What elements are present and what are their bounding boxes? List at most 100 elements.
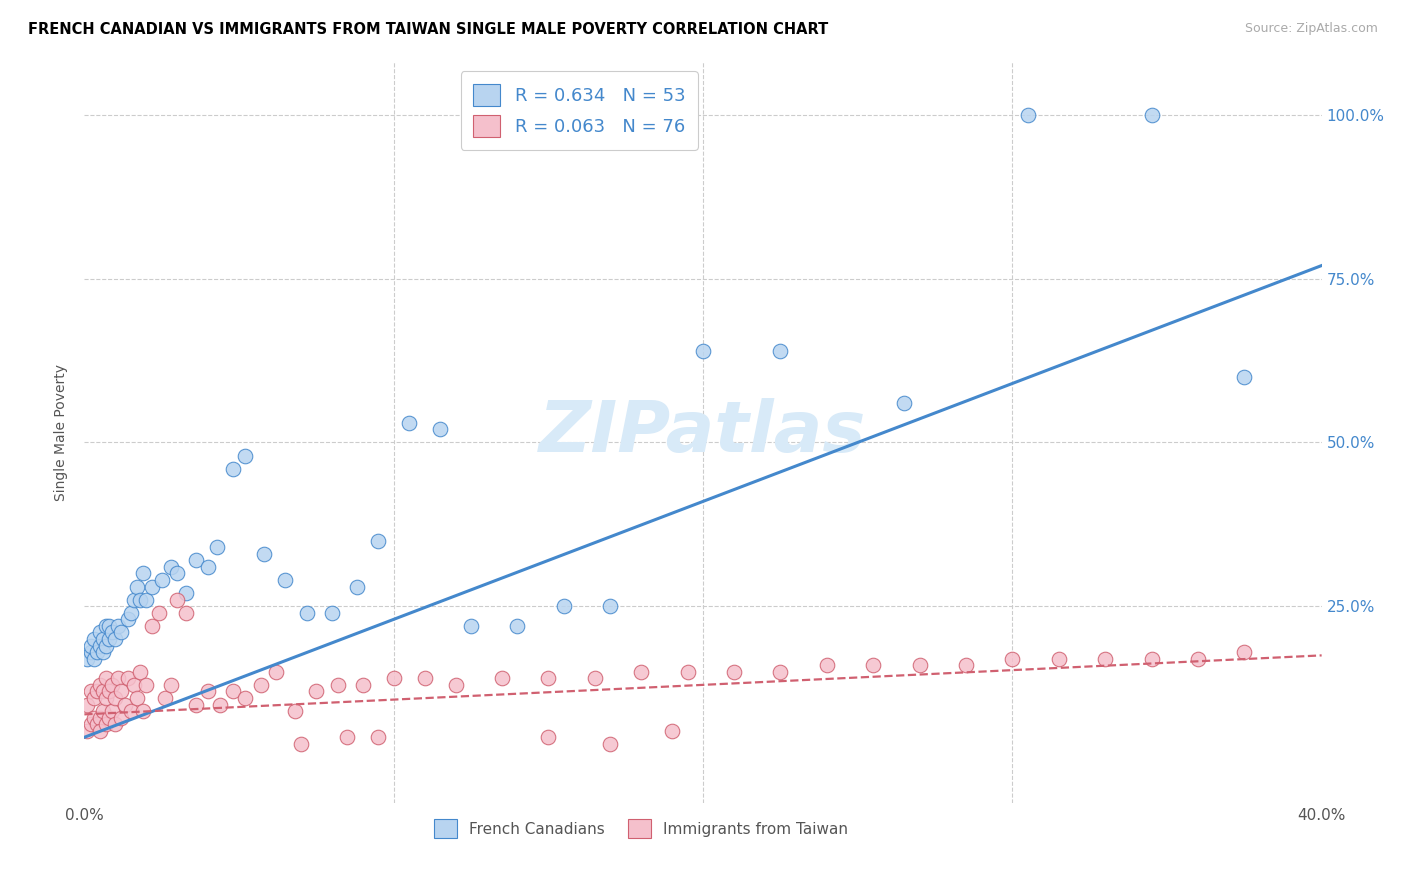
- Point: [367, 731, 389, 745]
- Point: [274, 573, 297, 587]
- Point: [132, 566, 155, 581]
- Point: [209, 698, 232, 712]
- Point: [101, 704, 124, 718]
- Point: [1001, 651, 1024, 665]
- Point: [676, 665, 699, 679]
- Point: [129, 665, 152, 679]
- Point: [429, 422, 451, 436]
- Point: [305, 684, 328, 698]
- Point: [336, 731, 359, 745]
- Point: [769, 665, 792, 679]
- Point: [86, 645, 108, 659]
- Point: [1140, 651, 1163, 665]
- Point: [1187, 651, 1209, 665]
- Point: [83, 632, 105, 646]
- Point: [107, 619, 129, 633]
- Point: [506, 619, 529, 633]
- Point: [382, 671, 405, 685]
- Point: [491, 671, 513, 685]
- Point: [89, 639, 111, 653]
- Point: [94, 619, 117, 633]
- Point: [444, 678, 467, 692]
- Point: [553, 599, 575, 614]
- Point: [135, 592, 157, 607]
- Point: [89, 711, 111, 725]
- Point: [661, 723, 683, 738]
- Point: [346, 580, 368, 594]
- Point: [253, 547, 276, 561]
- Point: [76, 698, 98, 712]
- Point: [76, 723, 98, 738]
- Point: [104, 717, 127, 731]
- Point: [98, 619, 121, 633]
- Point: [101, 678, 124, 692]
- Point: [599, 599, 621, 614]
- Point: [110, 711, 132, 725]
- Point: [150, 573, 173, 587]
- Point: [101, 625, 124, 640]
- Point: [83, 651, 105, 665]
- Point: [398, 416, 420, 430]
- Point: [94, 639, 117, 653]
- Point: [630, 665, 652, 679]
- Point: [207, 541, 229, 555]
- Point: [117, 671, 139, 685]
- Point: [98, 684, 121, 698]
- Point: [91, 645, 114, 659]
- Point: [367, 533, 389, 548]
- Point: [222, 461, 245, 475]
- Point: [233, 449, 256, 463]
- Point: [94, 690, 117, 705]
- Point: [104, 690, 127, 705]
- Point: [122, 592, 145, 607]
- Legend: French Canadians, Immigrants from Taiwan: French Canadians, Immigrants from Taiwan: [425, 810, 858, 847]
- Point: [1140, 108, 1163, 122]
- Point: [122, 678, 145, 692]
- Point: [86, 684, 108, 698]
- Point: [326, 678, 349, 692]
- Point: [86, 717, 108, 731]
- Point: [160, 560, 183, 574]
- Point: [120, 606, 142, 620]
- Point: [79, 717, 101, 731]
- Point: [94, 671, 117, 685]
- Point: [79, 639, 101, 653]
- Point: [769, 343, 792, 358]
- Point: [141, 619, 163, 633]
- Y-axis label: Single Male Poverty: Single Male Poverty: [55, 364, 69, 501]
- Point: [197, 684, 219, 698]
- Point: [129, 592, 152, 607]
- Point: [908, 658, 931, 673]
- Point: [893, 396, 915, 410]
- Point: [264, 665, 287, 679]
- Point: [1233, 370, 1256, 384]
- Point: [166, 592, 188, 607]
- Point: [862, 658, 884, 673]
- Point: [91, 684, 114, 698]
- Point: [89, 625, 111, 640]
- Text: Source: ZipAtlas.com: Source: ZipAtlas.com: [1244, 22, 1378, 36]
- Point: [599, 737, 621, 751]
- Point: [160, 678, 183, 692]
- Point: [153, 690, 176, 705]
- Point: [176, 586, 198, 600]
- Point: [104, 632, 127, 646]
- Point: [723, 665, 745, 679]
- Point: [110, 625, 132, 640]
- Point: [1233, 645, 1256, 659]
- Point: [125, 580, 148, 594]
- Point: [321, 606, 343, 620]
- Point: [166, 566, 188, 581]
- Point: [117, 612, 139, 626]
- Point: [89, 723, 111, 738]
- Point: [222, 684, 245, 698]
- Point: [132, 704, 155, 718]
- Point: [176, 606, 198, 620]
- Point: [184, 553, 207, 567]
- Point: [76, 651, 98, 665]
- Point: [135, 678, 157, 692]
- Point: [583, 671, 606, 685]
- Point: [114, 698, 136, 712]
- Point: [955, 658, 977, 673]
- Point: [120, 704, 142, 718]
